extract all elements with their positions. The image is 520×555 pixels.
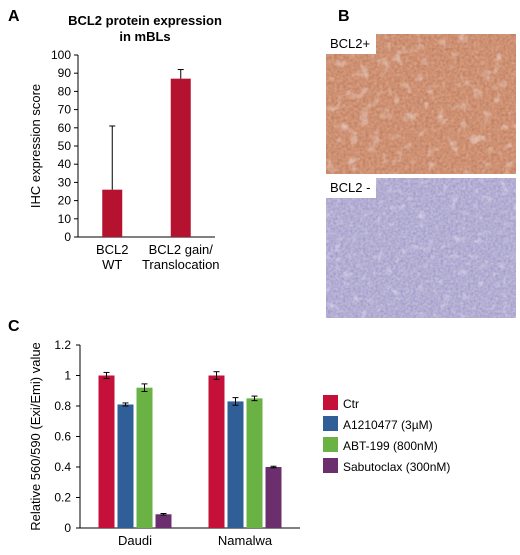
chart-c-y-tick-label: 0.8	[54, 399, 71, 413]
micrograph-bcl2-negative-label: BCL2 -	[326, 178, 377, 198]
chart-a-bar	[102, 189, 123, 237]
chart-a-y-tick-label: 0	[64, 230, 71, 244]
chart-c-bar	[265, 467, 282, 528]
chart-c-legend-swatch	[323, 416, 338, 431]
chart-c-bar	[246, 398, 263, 528]
chart-c-legend-label: Ctr	[343, 397, 359, 411]
chart-a-x-tick-label: BCL2 gain/	[149, 242, 214, 257]
chart-c-x-tick-label: Namalwa	[218, 533, 273, 548]
chart-c-y-tick-label: 0.4	[54, 460, 71, 474]
chart-a-y-tick-label: 50	[58, 139, 72, 153]
chart-a-y-tick-label: 70	[58, 103, 72, 117]
micrograph-bcl2-negative: BCL2 -	[326, 178, 516, 318]
chart-a-y-tick-label: 90	[58, 66, 72, 80]
chart-a-y-axis-label: IHC expression score	[28, 84, 43, 208]
chart-c: 0 0.2 0.4 0.6 0.8 1 1.2 Relative 560/590 (Exi/E…	[28, 338, 450, 548]
chart-c-bar	[227, 401, 244, 528]
chart-c-legend-swatch	[323, 458, 338, 473]
chart-c-legend-swatch	[323, 437, 338, 452]
chart-c-y-tick-label: 0	[64, 521, 71, 535]
chart-c-y-tick-label: 1	[64, 369, 71, 383]
chart-a-x-tick-label: WT	[102, 257, 122, 272]
chart-a-x-tick-label: BCL2	[96, 242, 129, 257]
chart-a-title-line2: in mBLs	[119, 29, 171, 44]
micrograph-bcl2-positive-label: BCL2+	[326, 34, 377, 54]
chart-a-y-tick-label: 10	[58, 212, 72, 226]
panel-letter-c: C	[8, 318, 20, 335]
chart-c-y-tick-label: 0.6	[54, 430, 71, 444]
chart-c-y-tick-label: 0.2	[54, 491, 71, 505]
chart-c-bar	[208, 375, 225, 528]
chart-a-title-line1: BCL2 protein expression	[68, 13, 222, 28]
chart-c-bar	[136, 387, 153, 528]
chart-a: 0 10 20 30 40 50 60 70 80 90 100 IHC expression sco…	[28, 48, 220, 272]
chart-a-y-tick-label: 30	[58, 175, 72, 189]
chart-c-legend-label: Sabutoclax (300nM)	[343, 460, 450, 474]
chart-c-bar	[98, 375, 115, 528]
panel-letter-b: B	[338, 8, 350, 25]
chart-c-legend-label: ABT-199 (800nM)	[343, 439, 438, 453]
chart-a-y-tick-label: 60	[58, 121, 72, 135]
chart-c-bar	[155, 514, 172, 528]
chart-a-y-tick-label: 100	[51, 48, 71, 62]
chart-c-y-tick-label: 1.2	[54, 338, 71, 352]
chart-a-x-tick-label: Translocation	[142, 257, 220, 272]
chart-c-bar	[117, 404, 134, 528]
panel-letter-a: A	[8, 8, 20, 25]
chart-c-legend-swatch	[323, 395, 338, 410]
micrograph-bcl2-positive: BCL2+	[326, 34, 516, 174]
chart-c-y-axis-label: Relative 560/590 (Exi/Emi) value	[28, 342, 43, 531]
chart-c-x-tick-label: Daudi	[118, 533, 152, 548]
chart-a-y-tick-label: 80	[58, 84, 72, 98]
chart-a-title: BCL2 protein expression in mBLs	[20, 13, 270, 45]
micrograph-bcl2-negative-image	[326, 178, 516, 318]
chart-a-y-tick-label: 40	[58, 157, 72, 171]
micrograph-bcl2-positive-image	[326, 34, 516, 174]
chart-a-y-tick-label: 20	[58, 194, 72, 208]
chart-a-bar	[170, 78, 191, 237]
chart-c-legend-label: A1210477 (3µM)	[343, 418, 433, 432]
